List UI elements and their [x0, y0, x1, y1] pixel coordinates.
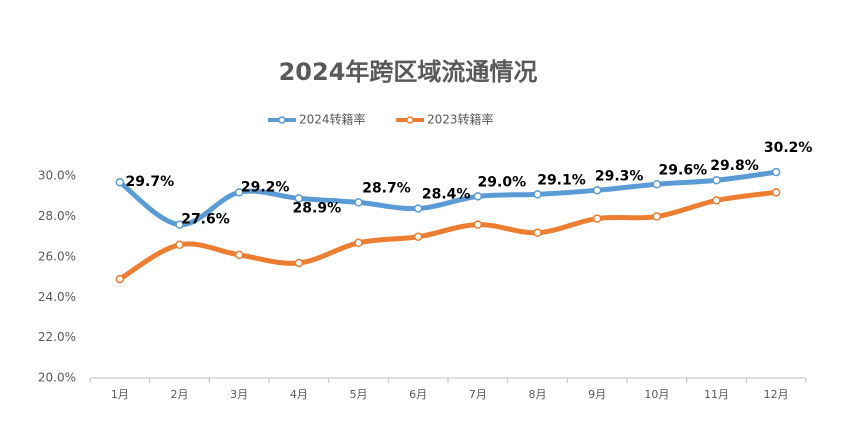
y-tick-label: 20.0% [38, 371, 76, 385]
data-label: 29.7% [126, 174, 175, 190]
x-tick-label: 7月 [469, 388, 487, 401]
data-point [354, 238, 363, 248]
data-label: 29.0% [478, 174, 527, 190]
x-tick-label: 12月 [764, 388, 789, 401]
y-tick-label: 30.0% [38, 169, 76, 183]
data-label: 30.2% [764, 140, 813, 156]
data-point [712, 196, 721, 205]
x-tick-label: 6月 [409, 388, 427, 401]
data-label: 27.6% [181, 212, 230, 228]
data-point [533, 228, 542, 237]
x-tick-label: 9月 [588, 388, 606, 401]
data-label: 28.7% [362, 180, 411, 196]
data-point [413, 232, 423, 241]
legend-label: 2024转籍率 [299, 112, 366, 127]
data-label: 29.3% [595, 168, 644, 184]
data-point [175, 240, 184, 250]
legend-label: 2023转籍率 [427, 112, 494, 127]
data-point [592, 186, 602, 195]
data-label: 29.6% [659, 162, 708, 178]
data-point [175, 220, 184, 229]
legend-marker [406, 116, 414, 124]
legend-marker [278, 116, 286, 124]
data-label: 29.2% [241, 179, 290, 195]
data-point [354, 198, 363, 207]
data-point [592, 214, 602, 223]
y-tick-label: 28.0% [38, 209, 76, 223]
data-point [115, 177, 125, 187]
x-tick-label: 5月 [350, 388, 368, 401]
data-label: 29.8% [710, 158, 759, 174]
chart-title: 2024年跨区域流通情况 [279, 58, 538, 86]
data-point [771, 167, 781, 177]
y-tick-label: 22.0% [38, 330, 76, 344]
x-tick-label: 3月 [230, 388, 248, 401]
data-point [294, 258, 304, 268]
data-point [771, 188, 781, 197]
data-point [413, 204, 423, 213]
data-point [473, 220, 483, 229]
x-tick-label: 4月 [290, 388, 308, 401]
data-point [294, 194, 304, 203]
x-tick-label: 2月 [171, 388, 189, 401]
data-point [533, 190, 542, 199]
y-tick-label: 26.0% [38, 249, 76, 263]
x-tick-label: 8月 [529, 388, 547, 401]
data-point [473, 192, 483, 201]
data-point [652, 212, 662, 221]
x-tick-label: 11月 [704, 388, 729, 401]
data-point [115, 274, 125, 284]
data-point [712, 175, 721, 185]
data-label: 28.4% [422, 186, 471, 202]
data-point [234, 188, 244, 197]
y-tick-label: 24.0% [38, 290, 76, 304]
data-point [234, 250, 244, 260]
x-tick-label: 10月 [644, 388, 669, 401]
data-label: 29.1% [537, 172, 586, 188]
data-label: 28.9% [293, 200, 342, 216]
data-point [652, 180, 662, 189]
x-tick-label: 1月 [111, 388, 129, 401]
